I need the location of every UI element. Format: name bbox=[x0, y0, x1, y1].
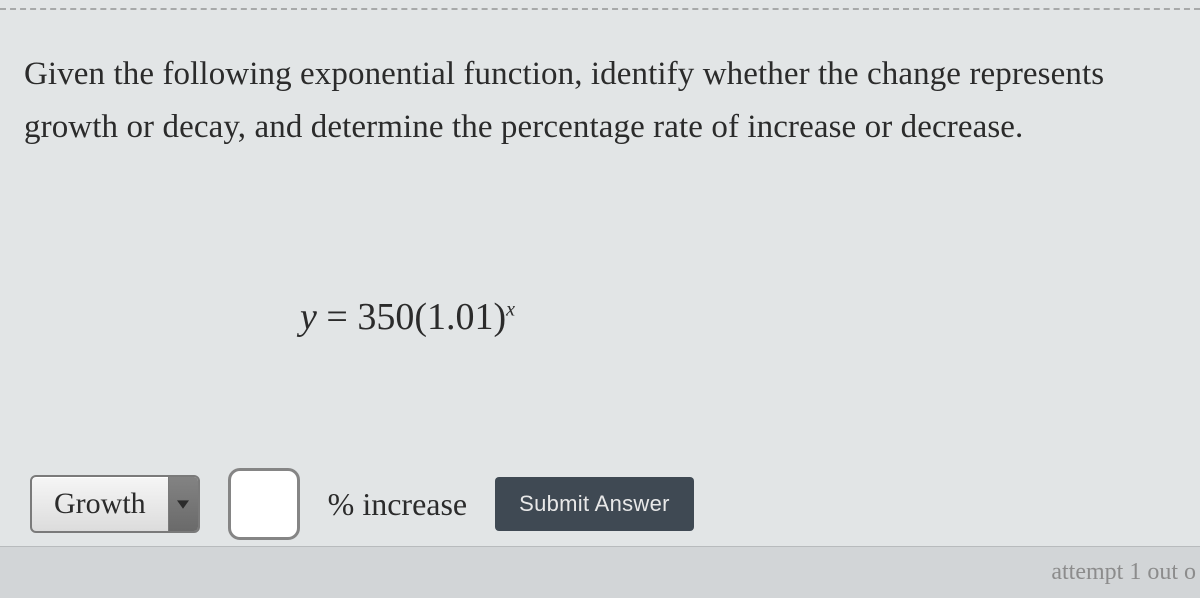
dropdown-selected-label: Growth bbox=[32, 477, 168, 531]
equation-display: y = 350(1.01)x bbox=[0, 295, 1200, 339]
top-divider bbox=[0, 8, 1200, 10]
eq-equals: = bbox=[317, 296, 357, 338]
eq-lhs: y bbox=[300, 296, 317, 338]
eq-base: 1.01 bbox=[427, 296, 494, 338]
question-text: Given the following exponential function… bbox=[24, 56, 1104, 145]
growth-decay-dropdown[interactable]: Growth bbox=[30, 475, 200, 533]
question-prompt: Given the following exponential function… bbox=[24, 48, 1200, 154]
eq-coef: 350 bbox=[357, 296, 414, 338]
percentage-input[interactable] bbox=[228, 468, 300, 540]
eq-paren-close: ) bbox=[493, 296, 506, 338]
eq-exponent: x bbox=[506, 298, 515, 320]
equation-math: y = 350(1.01)x bbox=[300, 296, 515, 338]
eq-paren-open: ( bbox=[414, 296, 427, 338]
percent-change-label: % increase bbox=[328, 486, 467, 523]
answer-row: Growth % increase Submit Answer bbox=[30, 468, 694, 540]
attempt-counter: attempt 1 out o bbox=[1051, 559, 1196, 586]
chevron-down-icon bbox=[168, 477, 198, 531]
submit-answer-button[interactable]: Submit Answer bbox=[495, 477, 694, 531]
question-page: Given the following exponential function… bbox=[0, 0, 1200, 598]
footer-bar: attempt 1 out o bbox=[0, 546, 1200, 598]
